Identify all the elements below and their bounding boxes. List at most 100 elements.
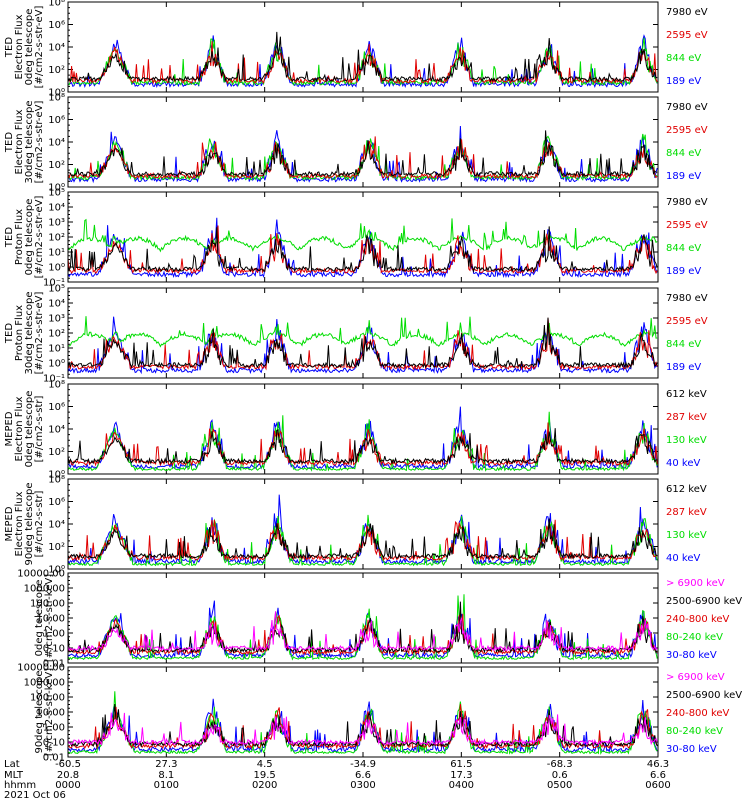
panel-frame — [67, 96, 659, 188]
ytick-label: 10⁰ — [48, 565, 65, 576]
legend-entry: 80-240 keV — [666, 632, 723, 643]
panel-ylabel: MEPED Electron Flux 0deg telescope [#/cm2-s… — [4, 391, 45, 468]
x-tick-label: -60.5 — [55, 759, 81, 770]
panel-4: TED Proton Flux 30deg telescope [#/cm2-s-st… — [4, 284, 708, 385]
ylabel-line: Electron Flux — [14, 14, 25, 79]
ytick-label: 10⁴ — [48, 43, 65, 54]
ytick-label: 10⁰ — [48, 88, 65, 99]
ytick-label: 10⁶ — [48, 115, 65, 126]
panel-legend: > 6900 keV 2500-6900 keV 240-800 keV 80-240… — [666, 672, 742, 755]
panel-ylabel: TED Proton Flux 0deg telescope [#/cm2-s-str… — [4, 196, 45, 279]
x-tick-label: 20.8 — [57, 770, 79, 781]
series-trace — [67, 136, 658, 180]
legend-entry: 130 keV — [666, 530, 707, 541]
ylabel-line: 0deg telescope — [24, 199, 35, 276]
legend-entry: 2595 eV — [666, 125, 708, 136]
panel-frame — [67, 478, 659, 570]
series-trace — [67, 611, 658, 652]
ytick-label: 10³ — [48, 218, 65, 229]
panel-frame — [67, 383, 659, 475]
legend-entry: 844 eV — [666, 339, 701, 350]
ylabel-line: [#/cm2-s-str] — [34, 490, 45, 557]
panel-8: 90deg telescope [#/cm2-s-str-keV]0.01 0.10… — [17, 663, 742, 764]
legend-entry: 612 keV — [666, 484, 707, 495]
legend-entry: 2595 eV — [666, 316, 708, 327]
ylabel-line: 90deg telescope — [24, 482, 35, 565]
ylabel-line: [#/cm2-s-str-eV] — [34, 6, 45, 89]
legend-entry: 287 keV — [666, 412, 707, 423]
panel-legend: 7980 eV 2595 eV 844 eV 189 eV — [666, 197, 708, 277]
ytick-label: 10⁸ — [48, 475, 65, 486]
panel-6: MEPED Electron Flux 90deg telescope [#/cm2-… — [4, 475, 707, 576]
panel-frame — [67, 572, 659, 664]
legend-entry: 2500-6900 keV — [666, 690, 742, 701]
panel-ylabel: TED Electron Flux 30deg telescope [#/cm2-s-… — [4, 100, 45, 183]
x-tick-label: 6.6 — [355, 770, 371, 781]
series-trace — [67, 226, 658, 274]
ylabel-line: 30deg telescope — [24, 291, 35, 374]
ytick-label: 10.00 — [36, 708, 65, 719]
ytick-label: 10⁸ — [48, 0, 65, 9]
ytick-label: 100.00 — [30, 693, 65, 704]
legend-entry: 40 keV — [666, 553, 700, 564]
ylabel-line: TED — [4, 323, 15, 344]
panel-frame — [67, 666, 659, 758]
ytick-label: 10² — [48, 65, 65, 76]
x-tick-label: -68.3 — [547, 759, 573, 770]
legend-entry: 189 eV — [666, 266, 701, 277]
ytick-label: 10⁵ — [48, 284, 65, 295]
ylabel-line: 0deg telescope — [34, 580, 45, 657]
ylabel-line: Proton Flux — [14, 305, 25, 361]
legend-entry: 240-800 keV — [666, 708, 730, 719]
ylabel-line: MEPED — [4, 411, 15, 446]
panel-1: TED Electron Flux 0deg telescope [#/cm2-s-s… — [4, 0, 708, 99]
series-trace — [67, 519, 658, 562]
panel-5: MEPED Electron Flux 0deg telescope [#/cm2-s… — [4, 380, 707, 481]
ytick-label: 0.10 — [43, 738, 65, 749]
legend-entry: 189 eV — [666, 171, 701, 182]
x-tick-label: 61.5 — [450, 759, 472, 770]
ylabel-line: [#/cm2-s-str-eV] — [34, 101, 45, 184]
ylabel-line: [#/cm2-s-str] — [34, 395, 45, 462]
x-tick-label: 0500 — [547, 780, 572, 791]
ytick-label: 1000.00 — [24, 678, 65, 689]
legend-entry: 30-80 keV — [666, 650, 717, 661]
ytick-label: 10² — [48, 160, 65, 171]
ytick-label: 10² — [48, 542, 65, 553]
ytick-label: 10⁶ — [48, 20, 65, 31]
panel-3: TED Proton Flux 0deg telescope [#/cm2-s-str… — [4, 188, 708, 289]
ylabel-line: 90deg telescope — [34, 670, 45, 753]
legend-entry: > 6900 keV — [666, 672, 725, 683]
series-trace — [67, 317, 658, 369]
ytick-label: 0.10 — [43, 644, 65, 655]
ytick-label: 10⁴ — [48, 203, 65, 214]
x-row-label: MLT — [4, 770, 24, 781]
ylabel-line: 0deg telescope — [24, 9, 35, 86]
legend-entry: 40 keV — [666, 458, 700, 469]
series-trace — [68, 316, 658, 348]
legend-entry: 7980 eV — [666, 197, 708, 208]
ylabel-line: Electron Flux — [14, 396, 25, 461]
ytick-label: 10² — [48, 329, 65, 340]
legend-entry: 240-800 keV — [666, 614, 730, 625]
series-trace — [67, 133, 658, 182]
x-tick-label: 0300 — [350, 780, 375, 791]
ytick-label: 0.01 — [43, 753, 65, 764]
panel-legend: 612 keV 287 keV 130 keV 40 keV — [666, 389, 707, 469]
x-tick-label: 0200 — [252, 780, 277, 791]
ylabel-line: [#/cm2-s-str-keV] — [44, 574, 55, 662]
ylabel-line: [#/cm2-s-str-eV] — [34, 292, 45, 375]
x-tick-label: -34.9 — [350, 759, 376, 770]
ylabel-line: Electron Flux — [14, 491, 25, 556]
ytick-label: 10¹ — [48, 344, 65, 355]
panel-frame — [67, 287, 659, 379]
series-trace — [67, 518, 658, 561]
panel-7: 0deg telescope [#/cm2-s-str-keV]0.01 0.10 1… — [17, 569, 742, 670]
ylabel-line: TED — [4, 227, 15, 248]
series-trace — [67, 703, 658, 748]
ylabel-line: [#/cm2-s-str-keV] — [44, 668, 55, 756]
legend-entry: 2500-6900 keV — [666, 596, 742, 607]
ytick-label: 10⁴ — [48, 425, 65, 436]
x-tick-label: 0100 — [154, 780, 179, 791]
legend-entry: 2595 eV — [666, 30, 708, 41]
